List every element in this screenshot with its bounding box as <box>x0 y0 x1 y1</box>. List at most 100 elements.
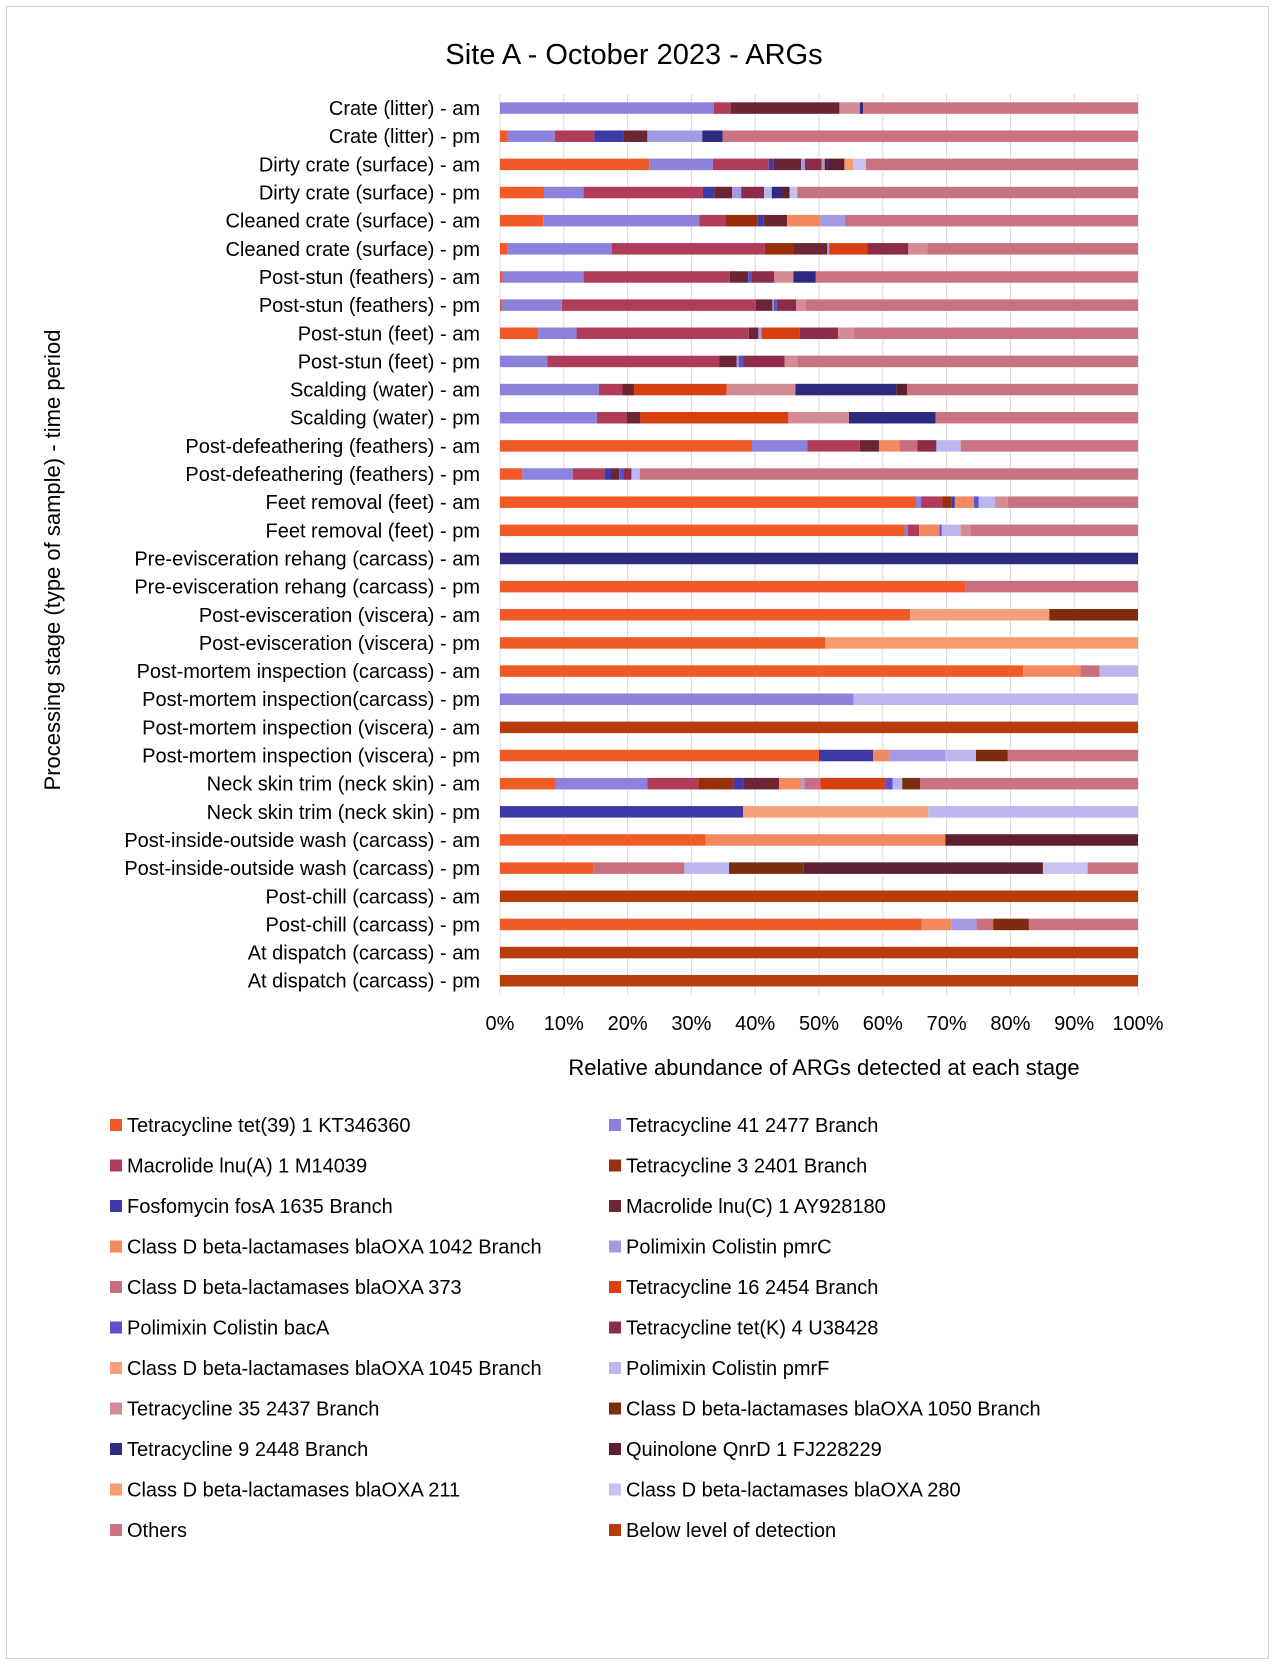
bar-segment <box>736 355 739 368</box>
bar-segment <box>771 186 782 199</box>
legend-label: Class D beta-lactamases blaOXA 373 <box>127 1277 462 1299</box>
bar-segment <box>583 186 703 199</box>
bar-segment <box>797 186 1138 199</box>
bar-segment <box>815 271 1138 283</box>
bar-segment <box>904 524 908 537</box>
bar-segment <box>554 130 595 142</box>
x-tick-label: 20% <box>608 1013 648 1035</box>
bar-segment <box>801 777 806 790</box>
bar-segment <box>732 186 742 199</box>
bar-segment <box>500 214 544 227</box>
legend-item: Class D beta-lactamases blaOXA 373 <box>110 1277 462 1299</box>
category-label: Neck skin trim (neck skin) - am <box>207 774 480 796</box>
legend-swatch <box>609 1402 621 1415</box>
bar-segment <box>1023 665 1081 677</box>
bar-segment <box>889 749 946 762</box>
bar-segment <box>773 299 777 311</box>
bar-segment <box>768 158 774 171</box>
bar-segment <box>935 411 1138 424</box>
bar-segment <box>500 468 523 480</box>
legend-swatch <box>110 1119 122 1131</box>
category-label: Cleaned crate (surface) - pm <box>225 239 480 261</box>
bar-segment <box>699 214 726 227</box>
legend-swatch <box>609 1240 621 1253</box>
legend-item: Tetracycline 9 2448 Branch <box>110 1439 368 1461</box>
bar-segment <box>789 186 798 199</box>
bar-segment <box>611 243 765 255</box>
legend-item: Tetracycline 35 2437 Branch <box>110 1399 379 1421</box>
bar-segment <box>500 552 1138 565</box>
bar-segment <box>819 749 874 762</box>
bar-segment <box>907 524 920 537</box>
bar-segment <box>500 130 508 142</box>
bar-segment <box>598 383 623 396</box>
category-label: Feet removal (feet) - pm <box>265 520 480 542</box>
bar-segment <box>733 777 744 790</box>
bar-segment <box>859 440 879 452</box>
bar-segment <box>1087 862 1138 874</box>
bar-segment <box>623 468 632 480</box>
legend-item: Tetracycline 3 2401 Branch <box>609 1156 867 1178</box>
bar-segment <box>500 834 706 846</box>
bar-segment <box>941 524 961 537</box>
category-label: Crate (litter) - am <box>329 98 480 120</box>
bar-segment <box>500 496 916 508</box>
legend-label: Others <box>127 1520 187 1542</box>
legend-swatch <box>609 1524 621 1536</box>
bar-segment <box>805 777 821 790</box>
legend-label: Class D beta-lactamases blaOXA 1042 Bran… <box>127 1237 542 1259</box>
stacked-bar-chart: Site A - October 2023 - ARGs Crate (litt… <box>40 39 1164 1542</box>
bar-segment <box>538 327 577 340</box>
bar-segment <box>500 383 599 396</box>
bar-segment <box>873 749 890 762</box>
bar-segment <box>543 214 700 227</box>
bar-segment <box>773 158 802 171</box>
legend-item: Class D beta-lactamases blaOXA 1045 Bran… <box>110 1358 542 1380</box>
bar-segment <box>500 946 1138 959</box>
bar-segment <box>576 327 749 340</box>
bar-segment <box>758 327 762 340</box>
bar-segment <box>730 102 840 114</box>
category-label: Dirty crate (surface) - pm <box>259 183 480 205</box>
x-tick-label: 30% <box>671 1013 711 1035</box>
bar-segment <box>799 327 839 340</box>
legend-swatch <box>609 1483 621 1496</box>
bar-segment <box>500 693 854 705</box>
legend-label: Quinolone QnrD 1 FJ228229 <box>626 1439 882 1461</box>
legend-item: Tetracycline tet(K) 4 U38428 <box>609 1318 878 1340</box>
category-label: At dispatch (carcass) - pm <box>248 971 480 993</box>
bar-segment <box>748 271 753 283</box>
bar-segment <box>500 411 597 424</box>
bar-segment <box>844 214 1138 227</box>
bar-segment <box>500 974 1138 987</box>
bar-segment <box>500 524 905 537</box>
bar-segment <box>788 411 849 424</box>
legend-item: Polimixin Colistin pmrC <box>609 1237 832 1259</box>
legend-label: Class D beta-lactamases blaOXA 280 <box>626 1480 961 1502</box>
bar-segment <box>866 158 1138 171</box>
legend: Tetracycline tet(39) 1 KT346360 Tetracycl… <box>110 1115 1041 1542</box>
bar-segment <box>604 468 612 480</box>
bar-segment <box>507 243 612 255</box>
legend-item: Macrolide lnu(C) 1 AY928180 <box>609 1196 886 1218</box>
category-label: Feet removal (feet) - am <box>265 492 480 514</box>
legend-item: Polimixin Colistin bacA <box>110 1318 330 1340</box>
bar-segment <box>920 777 1138 790</box>
bar-segment <box>892 777 903 790</box>
bar-segments <box>500 102 1138 987</box>
bar-segment <box>793 271 816 283</box>
bar-segment <box>825 637 1138 649</box>
bar-segment <box>908 243 928 255</box>
bar-segment <box>623 130 648 142</box>
bar-segment <box>945 749 976 762</box>
legend-item: Class D beta-lactamases blaOXA 1050 Bran… <box>609 1399 1041 1421</box>
legend-item: Fosfomycin fosA 1635 Branch <box>110 1196 393 1218</box>
bar-segment <box>631 468 640 480</box>
x-tick-labels: 0% 10% 20% 30% 40% 50% 60% 70% 80% 90% 100% <box>486 1013 1164 1035</box>
legend-label: Tetracycline 16 2454 Branch <box>626 1277 878 1299</box>
bar-segment <box>805 299 1138 311</box>
bar-segment <box>640 411 789 424</box>
bar-segment <box>500 749 819 762</box>
category-label: Neck skin trim (neck skin) - pm <box>207 802 480 824</box>
bar-segment <box>547 355 720 368</box>
